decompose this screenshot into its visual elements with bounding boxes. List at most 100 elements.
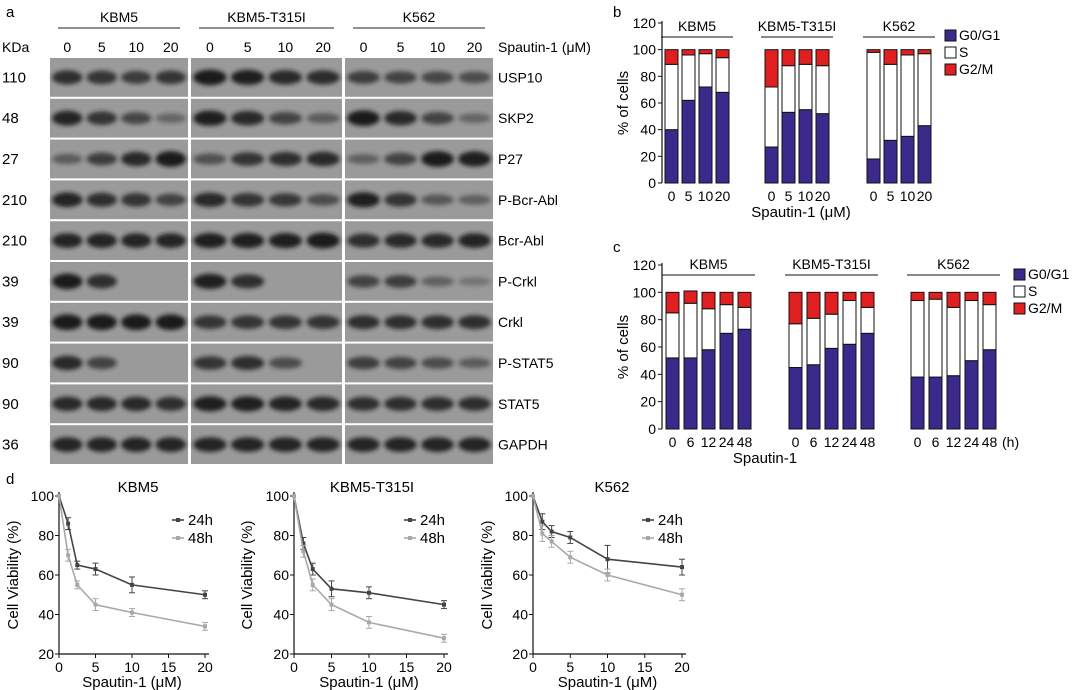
blot-band [231,152,265,166]
blot-band [347,110,380,126]
blot-conc-tick: 10 [128,39,144,55]
blot-band [86,356,117,370]
x-tick-label: 15 [399,659,415,675]
bar-segment-g2-m [928,291,943,300]
blot-protein-label: P-Bcr-Abl [498,192,558,208]
blot-band [384,111,417,126]
series-line-24h [532,495,683,568]
bar-segment-g2-m [900,49,915,56]
blot-band [421,112,454,125]
blot-band [52,396,83,411]
x-tick-label: 24 [719,434,735,450]
blot-band [268,396,302,412]
y-axis-label: Cell Viability (%) [5,521,22,630]
bar-segment-g0-g1 [701,349,716,430]
group-title: KBM5 [689,256,727,272]
bar-segment-g0-g1 [900,135,915,184]
group-title: K562 [883,18,916,34]
blot-band [231,69,265,85]
panel-label-a: a [6,4,15,21]
y-tick-label: 20 [640,148,656,164]
x-tick-label: 5 [785,188,793,204]
blot-band [52,110,83,126]
blot-band [86,274,117,289]
bar-segment-g0-g1 [860,332,875,430]
series-line-48h [293,495,445,639]
legend-swatch [944,46,957,59]
bar-segment-s [788,323,803,368]
data-point-24h [66,521,71,526]
blot-band [458,113,491,123]
y-tick-label: 100 [266,488,290,504]
legend-label: 48h [188,530,213,547]
y-tick-label: 100 [505,488,529,504]
x-tick-label: 15 [637,659,653,675]
data-point-24h [93,567,98,572]
bar-segment-s [737,306,752,330]
bar-segment-g2-m [815,49,830,67]
blot-band [268,152,302,166]
blot-band [231,193,265,207]
bar-segment-s [664,63,679,131]
blot-band [155,70,186,85]
x-axis-label: Spautin-1 (μM) [319,674,419,690]
bar-segment-g2-m [788,291,803,325]
x-tick-label: 20 [197,659,213,675]
blot-band [231,315,265,330]
blot-kda-label: 210 [2,192,27,209]
y-tick-label: 80 [273,528,289,544]
chart-title: KBM5-T315I [330,479,414,496]
blot-band [52,233,83,249]
bar-segment-g0-g1 [928,376,943,430]
bar-segment-g2-m [683,290,698,304]
blot-band [86,437,117,452]
y-tick-label: 100 [633,284,657,300]
blot-conc-tick: 0 [360,39,368,55]
bar-segment-g0-g1 [698,86,713,184]
bar-segment-s [798,63,813,111]
bar-segment-g0-g1 [715,91,730,184]
bar-segment-s [815,65,830,115]
data-point-24h [680,565,684,570]
legend-marker [176,536,180,540]
y-tick-label: 0 [648,175,656,191]
bar-segment-g2-m [910,291,925,302]
x-tick-label: 10 [698,188,714,204]
blot-band [458,437,491,452]
blot-band [193,110,227,126]
legend-label: 48h [658,530,683,547]
data-point-24h [310,567,315,572]
blot-kda-label: 110 [2,69,26,86]
bar-segment-g2-m [737,291,752,308]
data-point-48h [540,531,545,536]
bar-segment-g0-g1 [665,357,680,430]
group-title: KBM5-T315I [758,18,837,34]
data-point-48h [57,494,61,498]
blot-band [421,71,454,84]
blot-band [347,233,380,248]
bar-segment-s [781,65,796,113]
bar-segment-g2-m [824,291,839,315]
blot-band [86,111,117,125]
bar-segment-g2-m [806,291,821,319]
legend-swatch [1013,302,1026,315]
chart-title: K562 [594,479,629,496]
blot-band [458,233,491,249]
x-tick-label: 0 [529,659,537,675]
blot-band [421,396,454,411]
blot-protein-label: Crkl [498,314,523,330]
x-tick-label: 0 [290,659,298,675]
bar-segment-g2-m [946,291,961,308]
bar-segment-s [806,317,821,366]
blot-band [121,314,152,331]
blot-band [231,233,265,249]
bar-segment-s [910,300,925,378]
x-tick-label: 48 [982,434,998,450]
group-title: K562 [937,256,970,272]
x-tick-label: 12 [946,434,962,450]
bar-segment-s [917,53,932,127]
bar-segment-s [842,300,857,345]
blot-band [421,233,454,248]
blot-band [458,71,491,84]
